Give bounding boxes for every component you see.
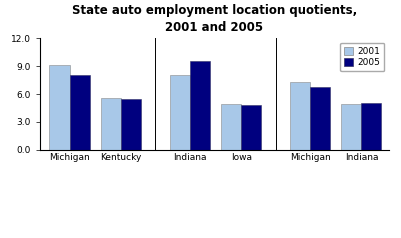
Bar bbox=[310, 87, 330, 150]
Bar bbox=[221, 104, 241, 150]
Bar bbox=[361, 103, 381, 150]
Bar bbox=[49, 65, 69, 150]
Bar bbox=[121, 99, 141, 150]
Legend: 2001, 2005: 2001, 2005 bbox=[340, 43, 385, 71]
Bar bbox=[341, 104, 361, 150]
Bar bbox=[241, 105, 261, 150]
Bar bbox=[190, 61, 210, 150]
Bar bbox=[290, 82, 310, 150]
Bar bbox=[101, 98, 121, 150]
Bar bbox=[170, 75, 190, 150]
Title: State auto employment location quotients,
2001 and 2005: State auto employment location quotients… bbox=[72, 4, 357, 34]
Bar bbox=[69, 75, 89, 150]
